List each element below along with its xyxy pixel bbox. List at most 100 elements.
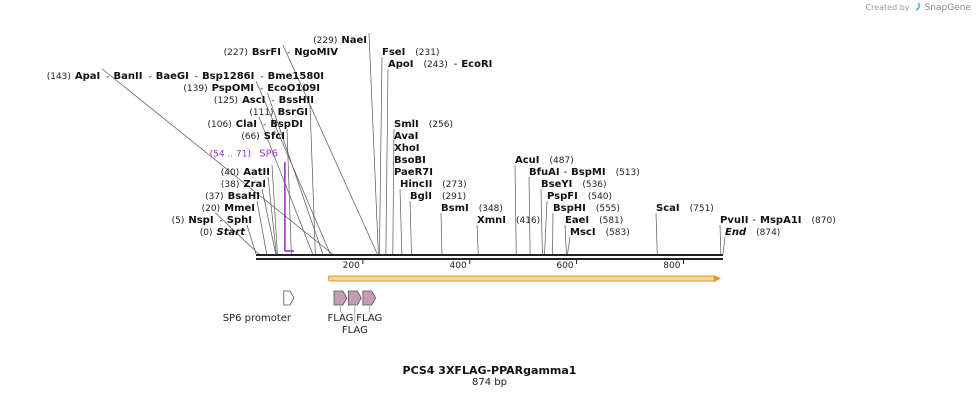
site-label-zrai: ZraI	[243, 179, 266, 190]
site-label-nspi: NspI	[188, 215, 213, 226]
site-label-bsobi: BsoBI	[394, 155, 426, 166]
site-suffix: (487)	[550, 156, 574, 166]
site-label-bsrfi: BsrFI	[252, 47, 281, 58]
site-label-pvuii: PvuII	[720, 215, 748, 226]
site-suffix: (536)	[582, 180, 606, 190]
site-leader	[379, 56, 383, 255]
site-leader	[476, 224, 479, 255]
primer-sp6-label: SP6	[259, 148, 278, 159]
orf-bar	[328, 275, 716, 282]
site-leader	[271, 164, 278, 255]
site-prefix: -	[271, 96, 274, 106]
site-prefix: (125)	[214, 96, 238, 106]
site-label-hincii: HincII	[400, 179, 432, 190]
site-label-bsshii: BssHII	[279, 95, 314, 106]
site-suffix: (243)	[424, 60, 448, 70]
site-suffix: (416)	[516, 216, 540, 226]
site-leader	[261, 188, 277, 255]
site-leader	[514, 164, 517, 255]
site-leader	[392, 128, 395, 255]
site-leader	[655, 212, 658, 255]
flag-tag-arrow-icon	[333, 290, 348, 306]
site-leader	[385, 68, 389, 255]
site-label-bseyi: BseYI	[541, 179, 572, 190]
site-leader	[368, 32, 379, 255]
feature-label-flag: FLAG	[342, 325, 368, 336]
site-prefix: (106)	[208, 120, 232, 130]
site-suffix: (870)	[812, 216, 836, 226]
site-prefix: -	[220, 216, 223, 226]
site-leader	[540, 188, 543, 255]
flag-tag-arrow-icon	[362, 290, 377, 306]
site-prefix: -	[260, 84, 263, 94]
site-suffix: (751)	[690, 204, 714, 214]
site-leader	[564, 224, 567, 255]
site-suffix: (231)	[415, 48, 439, 58]
site-label-bspmi: BspMI	[571, 167, 605, 178]
site-label-fsei: FseI	[382, 47, 405, 58]
site-label-separator: -	[564, 167, 568, 178]
site-label-mspa1i: MspA1I	[760, 215, 801, 226]
site-label-bsp1286i: Bsp1286I	[202, 71, 254, 82]
site-label-separator: -	[752, 215, 756, 226]
site-label-ngomiv: NgoMIV	[294, 47, 338, 58]
site-label-paer7i: PaeR7I	[394, 167, 433, 178]
site-prefix: (66)	[241, 132, 259, 142]
site-prefix: (139)	[183, 84, 207, 94]
site-suffix: (581)	[599, 216, 623, 226]
site-label-naei: NaeI	[341, 35, 367, 46]
site-suffix: (291)	[442, 192, 466, 202]
site-label-aatii: AatII	[243, 167, 270, 178]
site-label-bsahi: BsaHI	[228, 191, 260, 202]
site-leader	[246, 224, 257, 255]
scale-tick-label: 600	[556, 261, 573, 271]
snapgene-logo-icon	[915, 2, 921, 11]
site-prefix: (0)	[200, 228, 213, 238]
feature-label-flag: FLAG	[356, 313, 382, 324]
site-prefix: (38)	[221, 180, 239, 190]
site-leader	[309, 104, 316, 255]
site-label-scai: ScaI	[656, 203, 680, 214]
site-prefix: -	[195, 72, 198, 82]
site-label-pspomi: PspOMI	[212, 83, 254, 94]
site-label-bspdi: BspDI	[270, 119, 303, 130]
site-suffix: (555)	[596, 204, 620, 214]
site-suffix: (540)	[588, 192, 612, 202]
site-label-separator: -	[454, 59, 458, 70]
site-leader	[409, 200, 412, 255]
site-prefix: (37)	[205, 192, 223, 202]
site-label-bfuai: BfuAI	[529, 167, 560, 178]
credit-prefix: Created by	[865, 3, 910, 12]
site-prefix: (227)	[224, 48, 248, 58]
site-leader	[399, 188, 403, 255]
feature-label-sp6-promoter: SP6 promoter	[223, 313, 292, 324]
flag-tag-arrow-icon	[348, 290, 362, 306]
site-label-msci: MscI	[570, 227, 596, 238]
site-leader	[102, 68, 333, 255]
site-suffix: (348)	[479, 204, 503, 214]
site-label-sfci: SfcI	[264, 131, 285, 142]
site-label-xhoi: XhoI	[394, 143, 419, 154]
credit-brand: SnapGene	[924, 3, 971, 13]
site-leader	[256, 200, 268, 255]
site-label-asci: AscI	[242, 95, 265, 106]
site-leader	[282, 44, 378, 255]
scale-tick-label: 200	[343, 261, 360, 271]
site-suffix: (583)	[606, 228, 630, 238]
site-prefix: -	[287, 48, 290, 58]
sp6-promoter-arrow-icon	[283, 290, 295, 306]
site-label-baegi: BaeGI	[156, 71, 189, 82]
site-leader	[267, 92, 324, 255]
site-label-avai: AvaI	[394, 131, 418, 142]
site-prefix: (20)	[202, 204, 220, 214]
site-leader	[255, 80, 331, 255]
site-prefix: (40)	[221, 168, 239, 178]
site-label-start: Start	[217, 227, 247, 238]
site-prefix: (143)	[47, 72, 71, 82]
site-prefix: -	[263, 120, 266, 130]
plasmid-name: PCS4 3XFLAG-PPARgamma1	[402, 364, 577, 377]
plasmid-length: 874 bp	[472, 377, 507, 388]
orf-arrowhead-icon	[713, 275, 721, 282]
scale-tick-label: 800	[663, 261, 680, 271]
